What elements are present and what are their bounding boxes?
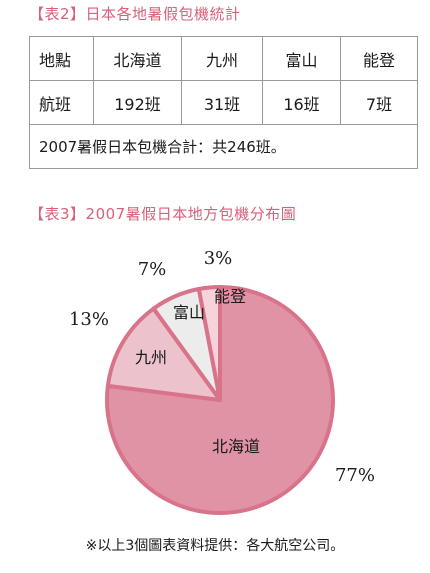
slice-label-hokkaido: 北海道 (212, 437, 260, 456)
header-cell-noto: 能登 (340, 36, 418, 81)
header-cell-kyushu: 九州 (181, 36, 263, 81)
table-heading: 【表2】日本各地暑假包機統計 (29, 5, 241, 23)
table-row-header: 地點 北海道 九州 富山 能登 (29, 36, 418, 81)
slice-label-noto: 能登 (214, 287, 246, 306)
header-cell-toyama: 富山 (262, 36, 341, 81)
value-label-hokkaido: 77% (335, 465, 375, 486)
pie-slice-noto (196, 285, 222, 402)
slice-label-toyama: 富山 (173, 303, 205, 322)
total-cell: 2007暑假日本包機合計：共246班。 (29, 124, 418, 169)
value-label-kyushu: 13% (69, 309, 109, 330)
chart-heading: 【表3】2007暑假日本地方包機分布圖 (29, 205, 297, 223)
cell-noto-flights: 7班 (340, 80, 418, 125)
table-row-total: 2007暑假日本包機合計：共246班。 (29, 124, 418, 169)
pie-slice-kyushu (105, 306, 222, 402)
cell-hokkaido-flights: 192班 (93, 80, 182, 125)
cell-kyushu-flights: 31班 (181, 80, 263, 125)
footnote: ※以上3個圖表資料提供：各大航空公司。 (85, 538, 345, 554)
header-cell-location: 地點 (29, 36, 94, 81)
row-label-flights: 航班 (29, 80, 94, 125)
slice-label-kyushu: 九州 (135, 348, 167, 367)
value-label-toyama: 7% (138, 259, 167, 280)
value-label-noto: 3% (204, 248, 233, 269)
header-cell-hokkaido: 北海道 (93, 36, 182, 81)
flight-table: 地點 北海道 九州 富山 能登 航班 192班 31班 16班 7班 2007暑… (29, 36, 418, 169)
